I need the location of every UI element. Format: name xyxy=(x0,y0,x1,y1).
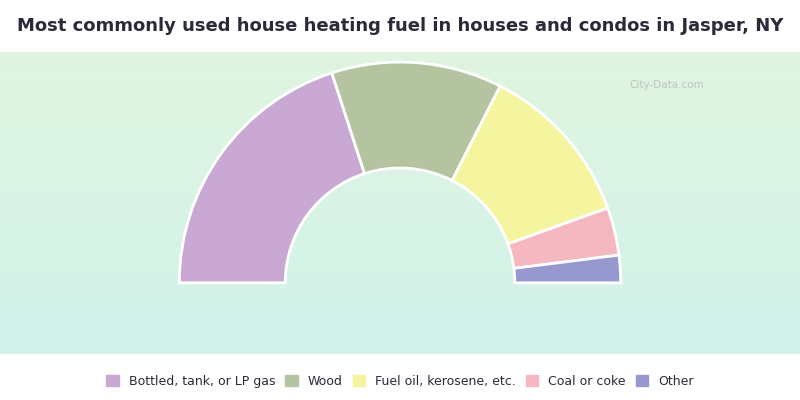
Text: City-Data.com: City-Data.com xyxy=(630,80,704,90)
Wedge shape xyxy=(179,73,365,283)
Text: Most commonly used house heating fuel in houses and condos in Jasper, NY: Most commonly used house heating fuel in… xyxy=(17,17,783,35)
Legend: Bottled, tank, or LP gas, Wood, Fuel oil, kerosene, etc., Coal or coke, Other: Bottled, tank, or LP gas, Wood, Fuel oil… xyxy=(102,371,698,392)
Wedge shape xyxy=(452,86,608,244)
Wedge shape xyxy=(332,62,500,180)
Wedge shape xyxy=(508,208,619,268)
Wedge shape xyxy=(514,255,621,283)
